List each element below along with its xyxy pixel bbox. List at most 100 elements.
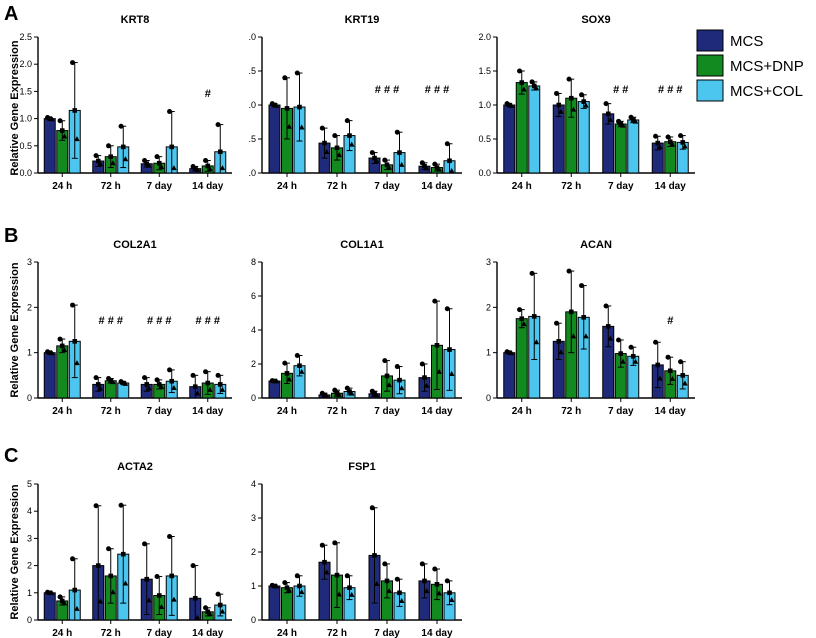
data-point-acan <box>581 315 587 320</box>
data-point-col1a1 <box>294 353 300 358</box>
data-point-acan <box>529 270 535 276</box>
data-point-acan <box>533 339 540 345</box>
data-point-krt8 <box>169 144 175 150</box>
data-point-fsp1 <box>434 582 440 587</box>
ylabel-row-c: Relative Gene Expression <box>9 484 21 619</box>
data-point-col1a1 <box>423 382 430 388</box>
data-point-krt19 <box>448 167 455 173</box>
data-point-col2a1 <box>158 384 165 390</box>
data-point-col1a1 <box>419 361 425 367</box>
data-point-acan <box>531 314 537 319</box>
chart-krt19: KRT19 .0 .5 .0 .5 .0 24 h 72 h 7 day # # # 14 day #… <box>248 14 462 192</box>
x-tick-label-col2a1: 24 h <box>52 406 72 417</box>
data-point-acta2 <box>192 595 198 601</box>
y-tick-label-col2a1: 1 <box>27 348 32 358</box>
data-point-acta2 <box>97 598 104 604</box>
data-point-krt8 <box>217 149 223 155</box>
x-tick-label-sox9: 7 day <box>608 181 634 192</box>
data-point-fsp1 <box>344 573 350 579</box>
data-point-krt19 <box>386 164 392 170</box>
data-point-col2a1 <box>142 375 148 381</box>
data-point-krt19 <box>382 157 388 163</box>
data-point-acan <box>517 307 523 313</box>
data-point-col1a1 <box>422 375 427 380</box>
data-point-col1a1 <box>273 378 280 384</box>
data-point-fsp1 <box>436 590 442 596</box>
data-point-krt19 <box>334 145 340 151</box>
y-tick-label-sox9: 1.5 <box>478 66 491 76</box>
y-tick-label-acta2: 4 <box>27 506 32 516</box>
data-point-acta2 <box>219 608 226 614</box>
data-point-fsp1 <box>386 588 392 594</box>
significance-col2a1-14-day: # # # <box>196 315 220 327</box>
data-point-acta2 <box>205 609 211 615</box>
data-point-krt19 <box>273 102 280 108</box>
data-point-fsp1 <box>282 580 288 586</box>
data-point-krt19 <box>294 70 300 76</box>
data-point-acan <box>603 303 609 309</box>
data-point-krt8 <box>158 164 165 170</box>
x-tick-label-acan: 24 h <box>512 406 532 417</box>
x-tick-label-acta2: 7 day <box>146 628 172 638</box>
y-tick-label-sox9: 0.5 <box>478 134 491 144</box>
data-point-col2a1 <box>171 385 177 391</box>
data-point-krt19 <box>369 150 375 156</box>
data-point-acta2 <box>72 587 78 593</box>
data-point-krt19 <box>282 75 288 81</box>
y-tick-label-krt8: 0.5 <box>19 141 32 151</box>
data-point-krt8 <box>57 118 63 124</box>
data-point-acan <box>521 321 527 327</box>
bar-sox9-mcs-col-7-day <box>627 119 640 174</box>
data-point-col2a1 <box>194 390 201 396</box>
y-tick-label-sox9: 2.0 <box>478 32 491 42</box>
data-point-acan <box>519 316 525 321</box>
data-point-krt8 <box>59 128 65 133</box>
bar-sox9-mcs-col-72-h <box>577 101 590 174</box>
data-point-sox9 <box>581 99 587 104</box>
data-point-acta2 <box>169 573 175 579</box>
data-point-krt8 <box>120 144 126 150</box>
x-tick-label-col1a1: 24 h <box>277 406 297 417</box>
data-point-krt19 <box>347 133 352 138</box>
data-point-sox9 <box>517 68 523 74</box>
x-tick-label-acan: 7 day <box>608 406 634 417</box>
data-point-fsp1 <box>397 590 402 596</box>
y-tick-label-col1a1: 2 <box>251 359 256 369</box>
data-point-acan <box>618 351 624 356</box>
data-point-fsp1 <box>336 591 342 597</box>
data-point-acan <box>653 339 659 345</box>
data-point-acta2 <box>190 563 196 569</box>
data-point-fsp1 <box>372 553 377 558</box>
y-tick-label-fsp1: 1 <box>251 581 256 591</box>
data-point-col1a1 <box>348 390 355 396</box>
data-point-acta2 <box>158 603 165 609</box>
x-tick-label-acta2: 24 h <box>52 628 72 638</box>
chart-title-acan: ACAN <box>580 239 612 251</box>
data-point-sox9 <box>533 85 540 91</box>
data-point-fsp1 <box>347 585 352 590</box>
y-tick-label-krt8: 1.0 <box>19 114 32 124</box>
y-tick-label-fsp1: 4 <box>251 479 256 489</box>
data-point-acan <box>554 320 560 326</box>
data-point-acan <box>579 283 585 289</box>
data-point-col2a1 <box>61 346 68 352</box>
significance-krt8-14-day: # <box>205 88 211 100</box>
data-point-krt8 <box>108 154 114 159</box>
chart-title-col1a1: COL1A1 <box>340 239 383 251</box>
data-point-col1a1 <box>434 343 440 348</box>
data-point-fsp1 <box>422 578 427 584</box>
data-point-acta2 <box>203 605 209 611</box>
x-tick-label-fsp1: 24 h <box>277 628 297 638</box>
y-tick-label-acta2: 1 <box>27 588 32 598</box>
data-point-acan <box>620 358 626 364</box>
x-tick-label-krt8: 24 h <box>52 181 72 192</box>
legend-swatch-mcs-col <box>696 79 724 102</box>
data-point-fsp1 <box>419 561 425 567</box>
data-point-sox9 <box>605 111 611 117</box>
data-point-col2a1 <box>192 384 198 389</box>
data-point-acta2 <box>207 611 213 617</box>
y-tick-label-krt19: .0 <box>248 32 256 42</box>
data-point-acta2 <box>146 597 152 603</box>
chart-title-krt8: KRT8 <box>121 14 150 26</box>
